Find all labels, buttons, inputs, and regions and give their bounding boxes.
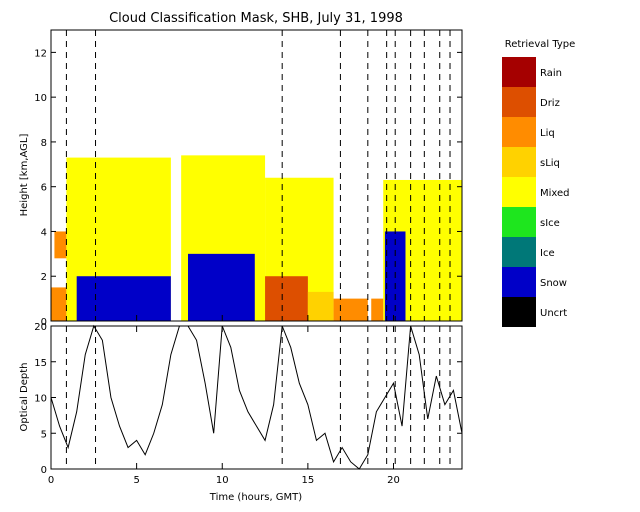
x-tick-label: 10 [216,475,229,486]
legend-swatch-uncrt [502,297,536,327]
legend-label: Snow [540,278,567,289]
legend-swatch-rain [502,57,536,87]
od-x-axis: 0 5 10 15 20 [48,315,400,486]
mask-y-axis-label: Height [km,AGL] [19,134,30,217]
legend-label: sIce [540,218,560,229]
legend-label: Liq [540,128,555,139]
mask-y-tick-label: 12 [34,48,47,59]
legend-label: Ice [540,248,555,259]
mask-region-snow [188,253,255,321]
mask-y-tick-label: 8 [41,138,47,149]
x-tick-label: 0 [48,475,54,486]
mask-dashed-lines [65,30,451,321]
od-y-axis: 0 5 10 15 20 [34,322,462,476]
legend-swatch-liq [502,117,536,147]
mask-plot-frame [50,29,463,322]
optical-depth-panel: 0 5 10 15 20 0 5 10 15 20 Optical Depth Time (ho… [19,315,463,503]
mask-y-axis: 0 2 4 6 8 10 12 [34,48,462,328]
mask-panel: 0 2 4 6 8 10 12 Height [km,AGL] [19,29,463,328]
legend-label: sLiq [540,158,560,169]
od-dashed-lines [65,326,451,469]
mask-y-tick-label: 10 [34,93,47,104]
legend-title: Retrieval Type [505,39,576,50]
mask-y-tick-label: 0 [41,317,47,328]
mask-region-liq [51,287,67,321]
x-axis-label: Time (hours, GMT) [209,492,303,503]
x-tick-label: 20 [387,475,400,486]
optical-depth-line [50,324,463,470]
chart-title: Cloud Classification Mask, SHB, July 31,… [109,11,403,26]
legend-swatch-driz [502,87,536,117]
legend-swatch-sliq [502,147,536,177]
legend: Retrieval Type Rain Driz Liq sLiq Mixed sIce I… [502,39,575,327]
legend-label: Mixed [540,188,570,199]
legend-label: Driz [540,98,560,109]
mask-regions [51,155,462,321]
od-y-tick-label: 15 [34,358,47,369]
legend-label: Rain [540,68,562,79]
od-y-tick-label: 5 [41,429,47,440]
legend-swatch-snow [502,267,536,297]
legend-items: Rain Driz Liq sLiq Mixed sIce Ice Snow Uncrt [502,57,570,327]
x-tick-label: 15 [302,475,315,486]
mask-y-tick-label: 4 [41,227,47,238]
mask-y-tick-label: 2 [41,272,47,283]
legend-label: Uncrt [540,308,567,319]
od-y-tick-label: 20 [34,322,47,333]
legend-swatch-ice [502,237,536,267]
mask-region-liq [54,231,67,259]
mask-region-sliq [307,291,334,321]
legend-swatch-mixed [502,177,536,207]
x-tick-label: 5 [133,475,139,486]
mask-region-snow [76,276,171,321]
mask-region-liq [371,298,384,321]
legend-swatch-sice [502,207,536,237]
mask-region-driz [265,276,308,321]
optical-depth-series [50,324,463,470]
od-y-tick-label: 0 [41,465,47,476]
mask-y-tick-label: 6 [41,183,47,194]
od-plot-frame [50,325,463,470]
od-y-tick-label: 10 [34,394,47,405]
mask-region-liq [333,298,368,321]
od-y-axis-label: Optical Depth [19,363,30,432]
